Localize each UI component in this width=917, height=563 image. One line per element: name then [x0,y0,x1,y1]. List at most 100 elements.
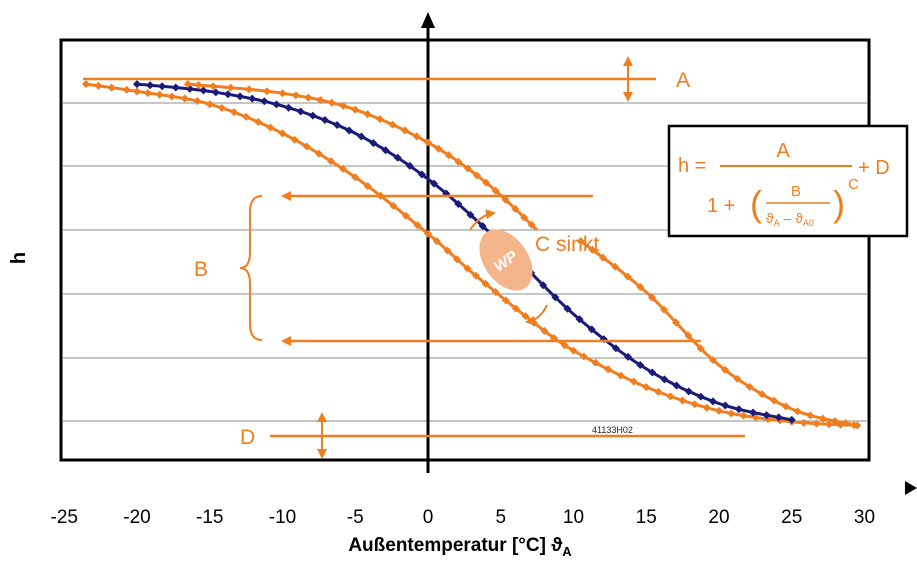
series-4-marker [636,282,645,291]
x-tick-label: -25 [51,507,78,528]
x-tick-label: 25 [781,507,802,528]
series-2-marker [272,100,281,109]
series-1-marker [314,149,323,158]
series-1-marker [424,229,432,238]
series-3-line [187,82,539,232]
series-1-marker [168,92,177,101]
series-1-marker [278,129,287,138]
series-4-marker [659,305,668,314]
series-2-marker [405,161,414,170]
series-3-marker [482,178,491,187]
series-1-marker [133,87,141,96]
series-3-marker [304,93,313,102]
series-4-marker [841,419,850,428]
y-axis-arrow [421,12,435,28]
series-4-marker [733,374,742,383]
x-tick-label: 20 [708,507,729,528]
wp-rotate-arrow-top [469,209,496,231]
series-1-marker [501,296,510,305]
series-2-marker [748,408,757,417]
series-4-marker [853,421,862,430]
b-label: B [194,258,208,281]
series-3-marker [339,101,348,110]
series-4-marker [623,272,632,281]
series-1-marker [143,89,152,98]
series-2-marker [466,210,475,219]
series-3-marker [376,115,385,124]
x-tick-label: -20 [123,507,150,528]
series-3-marker [434,144,443,153]
series-2-marker [454,199,463,208]
series-1-marker [363,182,372,191]
series-2-marker [611,344,620,353]
formula-box: h = A 1 + ( B ϑA – ϑA0 ) C + D [667,124,909,238]
series-1-marker [715,406,723,415]
x-tick-label: -5 [347,507,364,528]
series-2-marker [345,126,354,135]
series-4-marker [830,417,839,426]
series-1-marker [413,221,422,230]
series-2-marker [721,401,730,410]
series-1-marker [432,237,441,246]
series-2-marker [787,415,796,424]
series-3-marker [351,105,360,114]
formula-plus-d: + D [858,157,890,179]
x-tick-labels: -25 -20 -15 -10 -5 0 5 10 15 20 25 30 [51,507,876,528]
annotation-b: B [194,191,701,346]
series-2-marker [146,81,155,90]
series-1-marker [654,387,663,396]
series-4-marker [684,331,693,340]
series-1-marker [242,112,251,121]
a-label: A [676,69,690,92]
series-3-marker [511,204,520,213]
series-1-marker [678,396,687,405]
series-2-line [136,82,793,422]
series-4-marker [599,253,608,262]
series-2-marker [563,304,572,313]
b-brace [239,195,263,341]
series-2-marker [762,411,771,420]
series-1-marker [481,279,490,288]
series-4-marker [672,318,681,327]
series-4-marker [611,262,620,271]
formula-inner-denominator: ϑA – ϑA0 [766,210,814,228]
x-tick-label: 10 [563,507,584,528]
series-4-marker [696,344,705,353]
series-2-marker [478,221,487,230]
series-1-marker [511,304,520,313]
formula-h: h = [678,155,706,177]
series-2-marker [575,315,584,324]
series-2-marker [308,111,317,120]
series-2-marker [260,97,269,106]
series-2-marker [696,392,705,401]
series-1-marker [463,264,472,273]
series-4-marker [818,414,827,423]
series-2-marker [284,103,293,112]
series-3-marker [262,87,271,96]
series-1-marker [230,108,238,117]
series-1-marker [491,288,500,297]
annotation-d: D [240,412,745,459]
series-1-marker [727,409,736,418]
series-1-marker [540,326,549,335]
series-2-marker [636,361,645,370]
c-sinkt-label: C sinkt [535,233,599,256]
series-2-marker [587,325,596,334]
series-4-marker [576,237,585,246]
series-2-marker [684,387,693,396]
series-2-marker [734,405,743,414]
series-2-marker [708,397,717,406]
series-3-marker [194,81,203,90]
series-4-marker [770,396,779,405]
x-axis-label-subscript: A [562,544,572,558]
series-4-marker [721,365,730,374]
x-tick-label: 15 [636,507,657,528]
formula-left-paren: ( [750,183,762,224]
series-2-marker [171,83,180,92]
series-1-marker [453,255,462,264]
series-1-marker [302,142,311,151]
series-layer [82,80,862,430]
series-3-marker [327,98,336,107]
y-axis-label: h [8,252,30,264]
